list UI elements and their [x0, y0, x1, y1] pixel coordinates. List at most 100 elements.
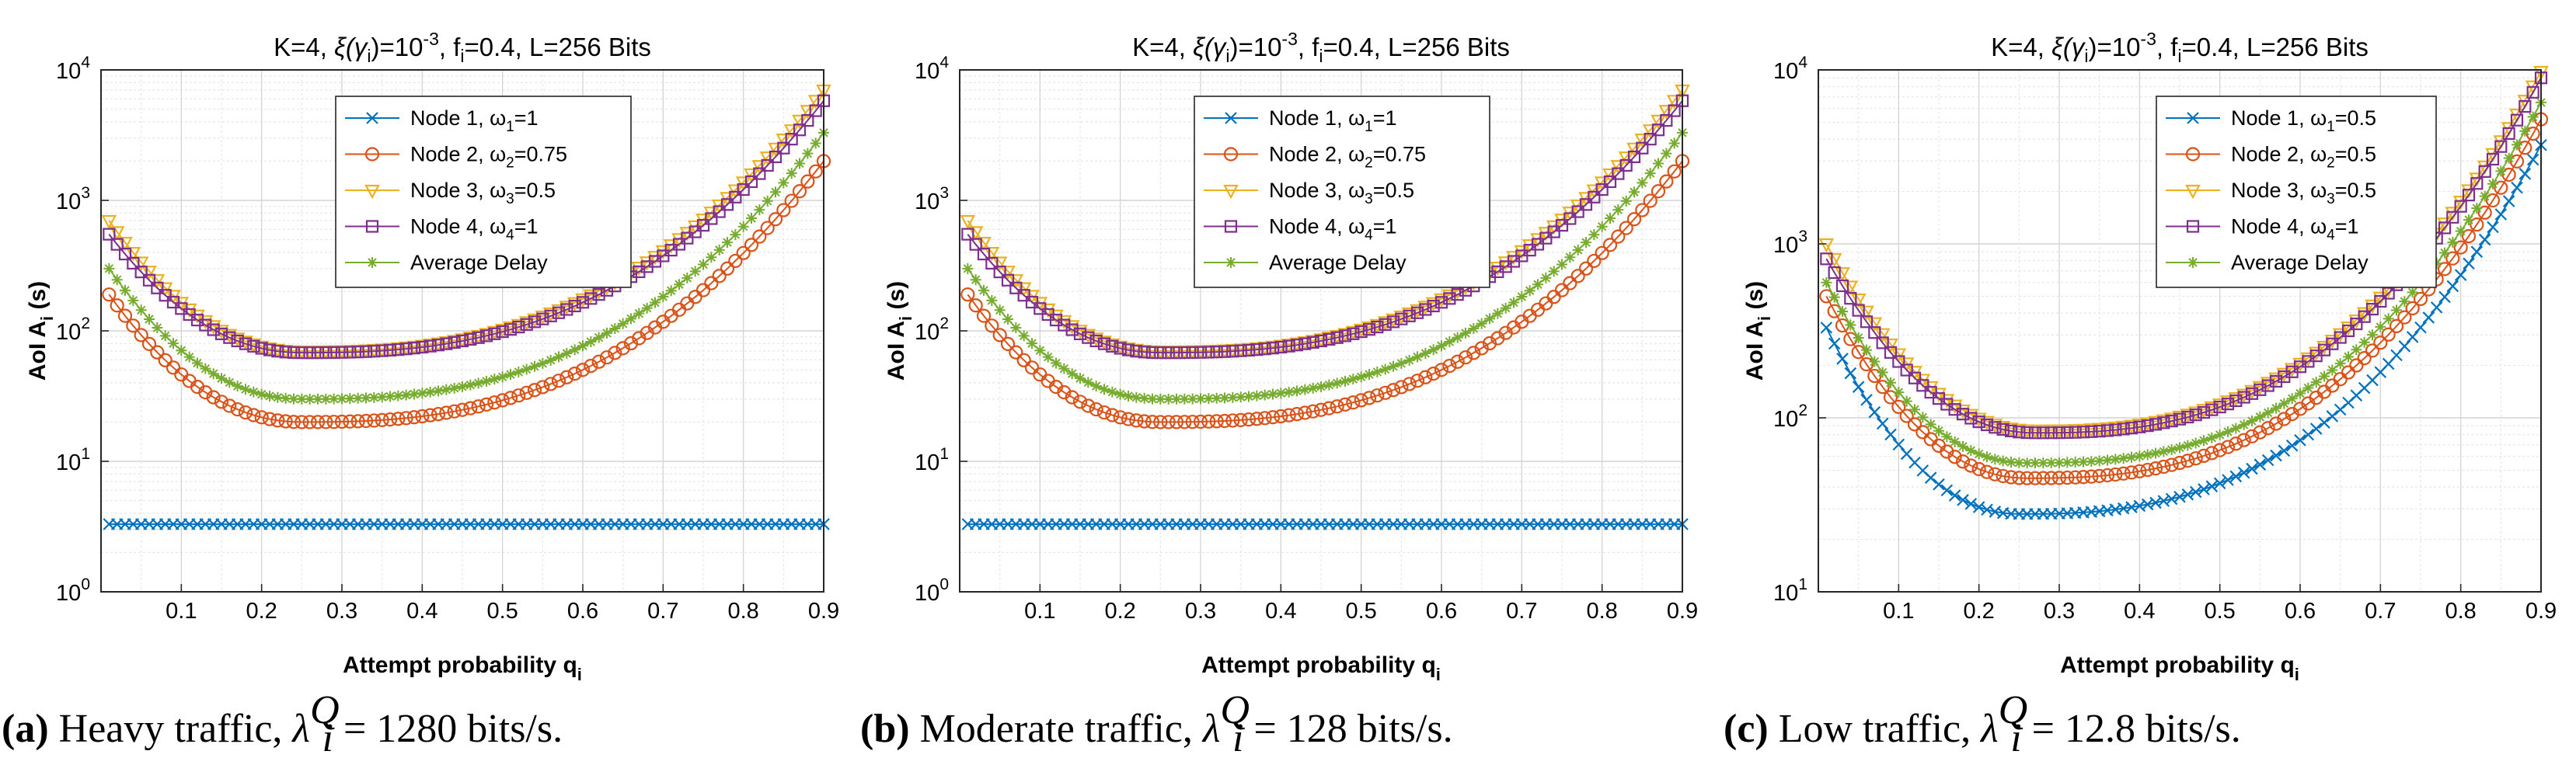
data-point: [1588, 229, 1600, 241]
data-point: [496, 325, 509, 339]
data-point: [1354, 325, 1368, 339]
data-point: [2229, 394, 2243, 408]
data-point: [535, 380, 550, 395]
data-point: [399, 411, 413, 426]
legend-box: [1194, 96, 1490, 288]
data-point: [1395, 312, 1408, 325]
data-point: [1089, 334, 1103, 348]
legend-marker: [1225, 257, 1236, 268]
data-point: [2477, 205, 2492, 220]
data-point: [1989, 454, 2001, 465]
data-point: [2093, 455, 2105, 467]
y-tick-label: 103: [1773, 228, 1807, 258]
data-point: [1121, 412, 1136, 426]
data-point: [529, 360, 540, 372]
data-point: [754, 204, 765, 216]
data-point: [504, 323, 518, 336]
data-point: [1051, 357, 1061, 369]
data-point: [2109, 423, 2122, 436]
x-axis-label: Attempt probability qi: [2060, 652, 2299, 684]
data-point: [1394, 380, 1409, 395]
data-point: [2357, 351, 2372, 366]
data-point: [1171, 393, 1182, 405]
data-point: [1347, 374, 1359, 385]
data-point: [961, 228, 974, 241]
data-point: [591, 354, 606, 369]
data-point: [1867, 368, 1882, 384]
x-tick-label: 0.9: [1667, 599, 1698, 624]
data-point: [1305, 404, 1320, 419]
data-point: [1563, 276, 1577, 290]
data-point: [1274, 340, 1288, 354]
data-point: [1298, 337, 1312, 350]
x-tick-label: 0.9: [808, 599, 839, 624]
data-point: [696, 219, 710, 232]
data-point: [2188, 451, 2203, 466]
legend-marker: [2187, 112, 2199, 124]
data-point: [2222, 474, 2234, 486]
data-point: [1217, 413, 1232, 429]
data-point: [1242, 343, 1256, 357]
data-point: [1875, 380, 1890, 395]
data-point: [978, 284, 989, 296]
data-point: [802, 148, 814, 159]
data-point: [1981, 503, 1993, 516]
y-axis-label: AoI Ai (s): [884, 281, 915, 381]
data-point: [247, 339, 260, 353]
data-point: [295, 346, 308, 360]
data-point: [2126, 451, 2137, 463]
data-point: [464, 332, 477, 346]
legend-entry: Average Delay: [1204, 251, 1407, 274]
data-point: [1885, 377, 1896, 388]
data-point: [1426, 367, 1441, 381]
legend-marker: [1223, 184, 1239, 200]
data-point: [2365, 302, 2379, 316]
legend-marker: [1223, 147, 1239, 162]
chart-svg: 0.1 0.2 0.3 0.4 0.5 0.6 0.7 0.8 0.9 100 101 102 103 1…: [2, 29, 839, 760]
data-point: [2326, 410, 2339, 422]
data-point: [1219, 392, 1230, 404]
data-point: [569, 344, 580, 356]
data-point: [102, 287, 117, 302]
data-point: [103, 228, 116, 241]
data-point: [2309, 422, 2323, 435]
data-point: [2294, 434, 2306, 447]
data-point: [385, 391, 396, 402]
data-point: [1570, 269, 1585, 283]
data-point: [1153, 415, 1168, 429]
data-point: [1338, 329, 1352, 343]
data-point: [2438, 221, 2452, 235]
data-point: [969, 238, 982, 251]
data-point: [1121, 343, 1135, 356]
data-point: [415, 409, 430, 424]
data-point: [472, 331, 485, 344]
data-point: [2020, 471, 2034, 485]
data-point: [2205, 446, 2219, 461]
data-point: [2278, 398, 2290, 409]
legend-label: Node 2, ω2=0.5: [2231, 143, 2376, 172]
series-5: [962, 127, 1688, 405]
data-point: [127, 256, 140, 270]
data-point: [1979, 464, 1995, 479]
series-1: [1820, 138, 2547, 520]
legend-label: Average Delay: [410, 251, 548, 274]
data-point: [1346, 395, 1361, 410]
data-point: [1066, 368, 1078, 380]
data-point: [1466, 346, 1481, 360]
data-point: [1852, 304, 1865, 317]
legend: Node 1, ω1=1 Node 2, ω2=0.75 Node 3, ω3=0.…: [335, 96, 632, 288]
data-point: [2020, 426, 2034, 440]
data-point: [2430, 301, 2443, 314]
data-point: [2270, 449, 2282, 462]
data-point: [248, 386, 260, 398]
data-point: [1596, 221, 1608, 232]
data-point: [1532, 279, 1543, 290]
data-point: [2367, 329, 2378, 341]
x-tick-label: 0.5: [1346, 599, 1377, 624]
data-point: [1427, 299, 1440, 313]
y-axis-label: AoI Ai (s): [1742, 281, 1774, 381]
x-tick-label: 0.4: [1265, 599, 1296, 624]
data-point: [222, 398, 237, 413]
legend-entry: Node 3, ω3=0.5: [1204, 179, 1414, 207]
data-point: [1355, 371, 1367, 383]
